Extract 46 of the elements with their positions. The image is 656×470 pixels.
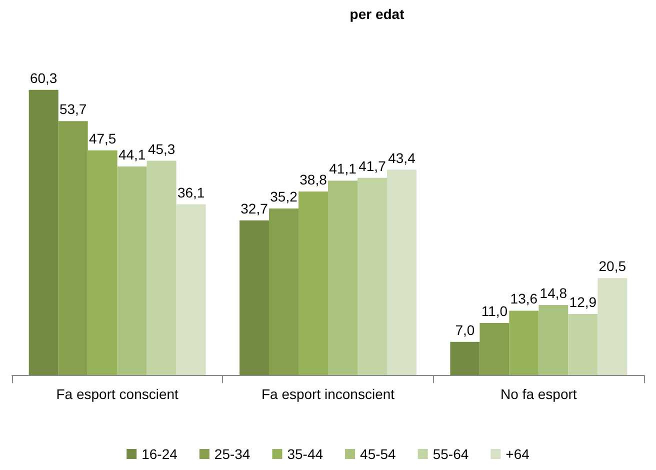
bar [117,166,147,375]
data-label: 36,1 [177,184,205,200]
data-label: 12,9 [569,294,597,310]
bar [538,305,568,375]
bar [386,170,416,375]
bar [568,314,598,375]
bar [598,278,628,375]
x-tick-label: No fa esport [500,386,577,402]
bar [450,342,480,375]
data-label: 11,0 [481,302,508,319]
bar [176,204,206,375]
legend-label: +64 [506,446,530,462]
legend-label: 55-64 [432,446,469,462]
data-label: 45,3 [148,140,176,157]
data-label: 53,7 [59,101,87,118]
data-label: 44,1 [118,146,146,162]
data-label: 14,8 [540,285,568,302]
x-tick-label: Fa esport inconscient [261,386,395,402]
data-label: 41,7 [358,158,386,174]
data-label: 32,7 [240,200,268,216]
data-label: 60,3 [30,70,58,86]
bar [328,180,358,375]
legend-label: 35-44 [287,446,324,462]
x-tick-label: Fa esport conscient [56,386,179,402]
data-label: 35,2 [270,188,298,205]
data-label: 7,0 [455,322,475,338]
bar [88,150,118,375]
bar [298,192,328,375]
bar [357,178,387,375]
bar [480,322,510,375]
data-label: 38,8 [300,172,328,188]
legend-label: 16-24 [142,446,178,462]
data-label: 20,5 [598,258,626,274]
legend-label: 45-54 [360,446,396,462]
bar [28,90,58,375]
data-label: 43,4 [388,150,416,166]
bar [240,220,270,375]
bar [509,310,539,375]
data-label: 47,5 [88,130,116,146]
chart-title: per edat [350,6,405,22]
data-label: 41,1 [329,160,357,177]
bar [146,160,176,375]
data-label: 13,6 [510,290,538,307]
legend-label: 25-34 [214,446,250,462]
bar [58,121,88,375]
bar [269,208,299,375]
